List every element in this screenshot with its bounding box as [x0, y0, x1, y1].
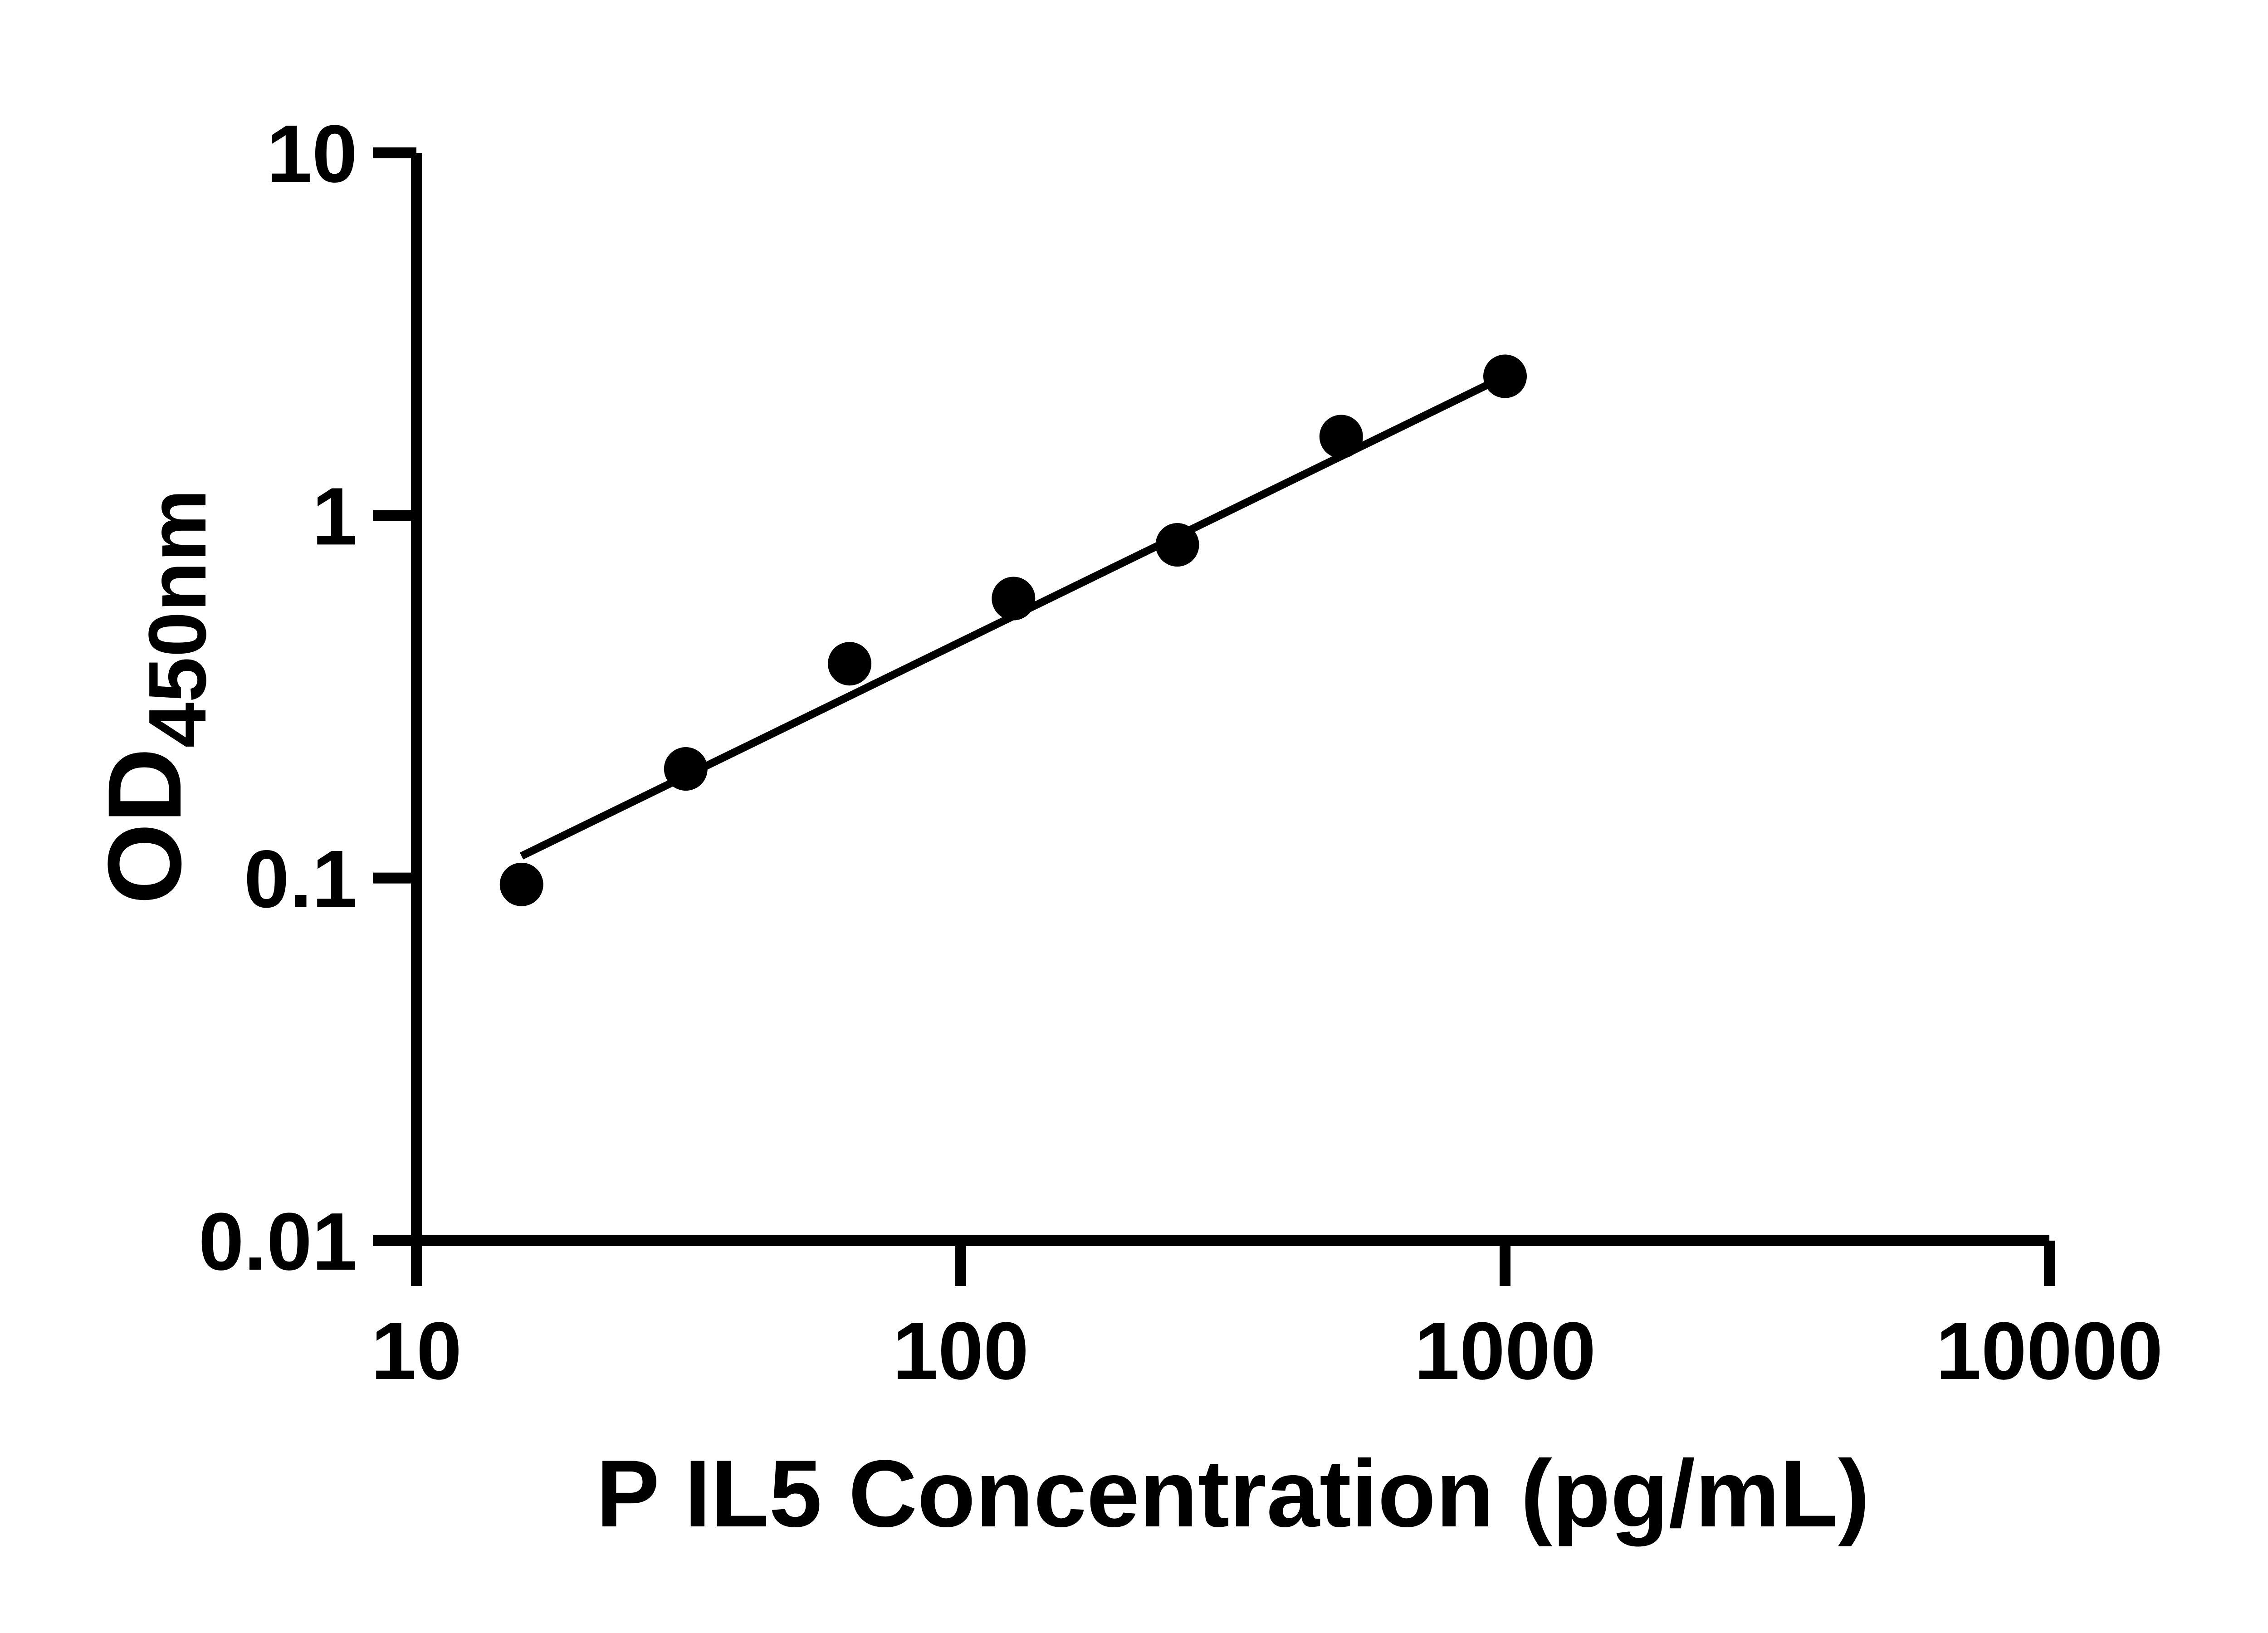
data-point: [499, 862, 543, 906]
y-axis-title-subscript: 450nm: [132, 489, 223, 748]
data-point: [1155, 523, 1199, 567]
data-point: [828, 642, 872, 686]
y-tick-label: 10: [267, 108, 357, 200]
y-tick-label: 1: [312, 471, 357, 562]
x-tick-label: 10: [371, 1305, 462, 1397]
y-axis-title: OD450nm: [86, 489, 223, 904]
x-tick-label: 1000: [1414, 1305, 1596, 1397]
data-point: [1483, 354, 1527, 398]
x-axis-title: P IL5 Concentration (pg/mL): [596, 1440, 1870, 1547]
y-tick-label: 0.1: [244, 834, 357, 925]
data-point: [1319, 415, 1363, 459]
data-point: [664, 747, 708, 791]
y-tick-label: 0.01: [199, 1196, 357, 1287]
x-tick-label: 10000: [1936, 1305, 2163, 1397]
y-axis-title-main: OD: [86, 748, 203, 905]
data-point: [992, 577, 1036, 621]
x-tick-label: 100: [893, 1305, 1029, 1397]
